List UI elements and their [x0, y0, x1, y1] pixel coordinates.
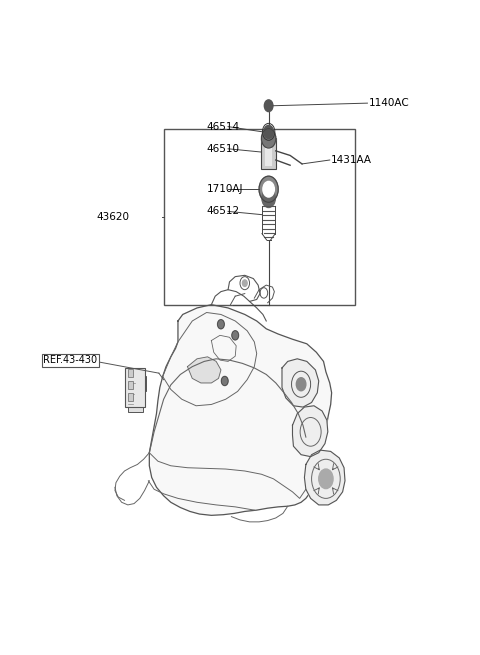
Polygon shape: [188, 357, 221, 383]
Bar: [265, 148, 272, 166]
Bar: [128, 393, 132, 401]
Bar: [128, 398, 143, 412]
Circle shape: [242, 280, 247, 286]
Circle shape: [262, 189, 276, 208]
Circle shape: [296, 378, 306, 391]
Circle shape: [264, 100, 273, 111]
Bar: [128, 381, 132, 389]
Circle shape: [264, 125, 274, 138]
Text: 1710AJ: 1710AJ: [206, 184, 243, 195]
Text: 46510: 46510: [206, 144, 240, 154]
Circle shape: [319, 469, 333, 489]
Polygon shape: [304, 450, 345, 505]
Text: 1140AC: 1140AC: [369, 98, 409, 108]
Circle shape: [259, 176, 278, 202]
Bar: [129, 388, 144, 402]
Text: 1431AA: 1431AA: [331, 155, 372, 165]
Circle shape: [217, 320, 224, 329]
Text: 46514: 46514: [206, 122, 240, 132]
Bar: [164, 128, 355, 305]
Text: 46512: 46512: [206, 206, 240, 216]
Bar: [125, 368, 144, 407]
Circle shape: [232, 331, 239, 340]
Circle shape: [221, 377, 228, 386]
Circle shape: [263, 181, 275, 197]
Bar: [262, 138, 276, 169]
Bar: [128, 369, 132, 377]
Polygon shape: [292, 405, 328, 457]
Bar: [130, 377, 145, 391]
Circle shape: [262, 128, 276, 148]
Polygon shape: [149, 305, 332, 515]
Text: REF.43-430: REF.43-430: [43, 355, 97, 365]
Polygon shape: [282, 359, 319, 407]
Text: 43620: 43620: [97, 212, 130, 221]
